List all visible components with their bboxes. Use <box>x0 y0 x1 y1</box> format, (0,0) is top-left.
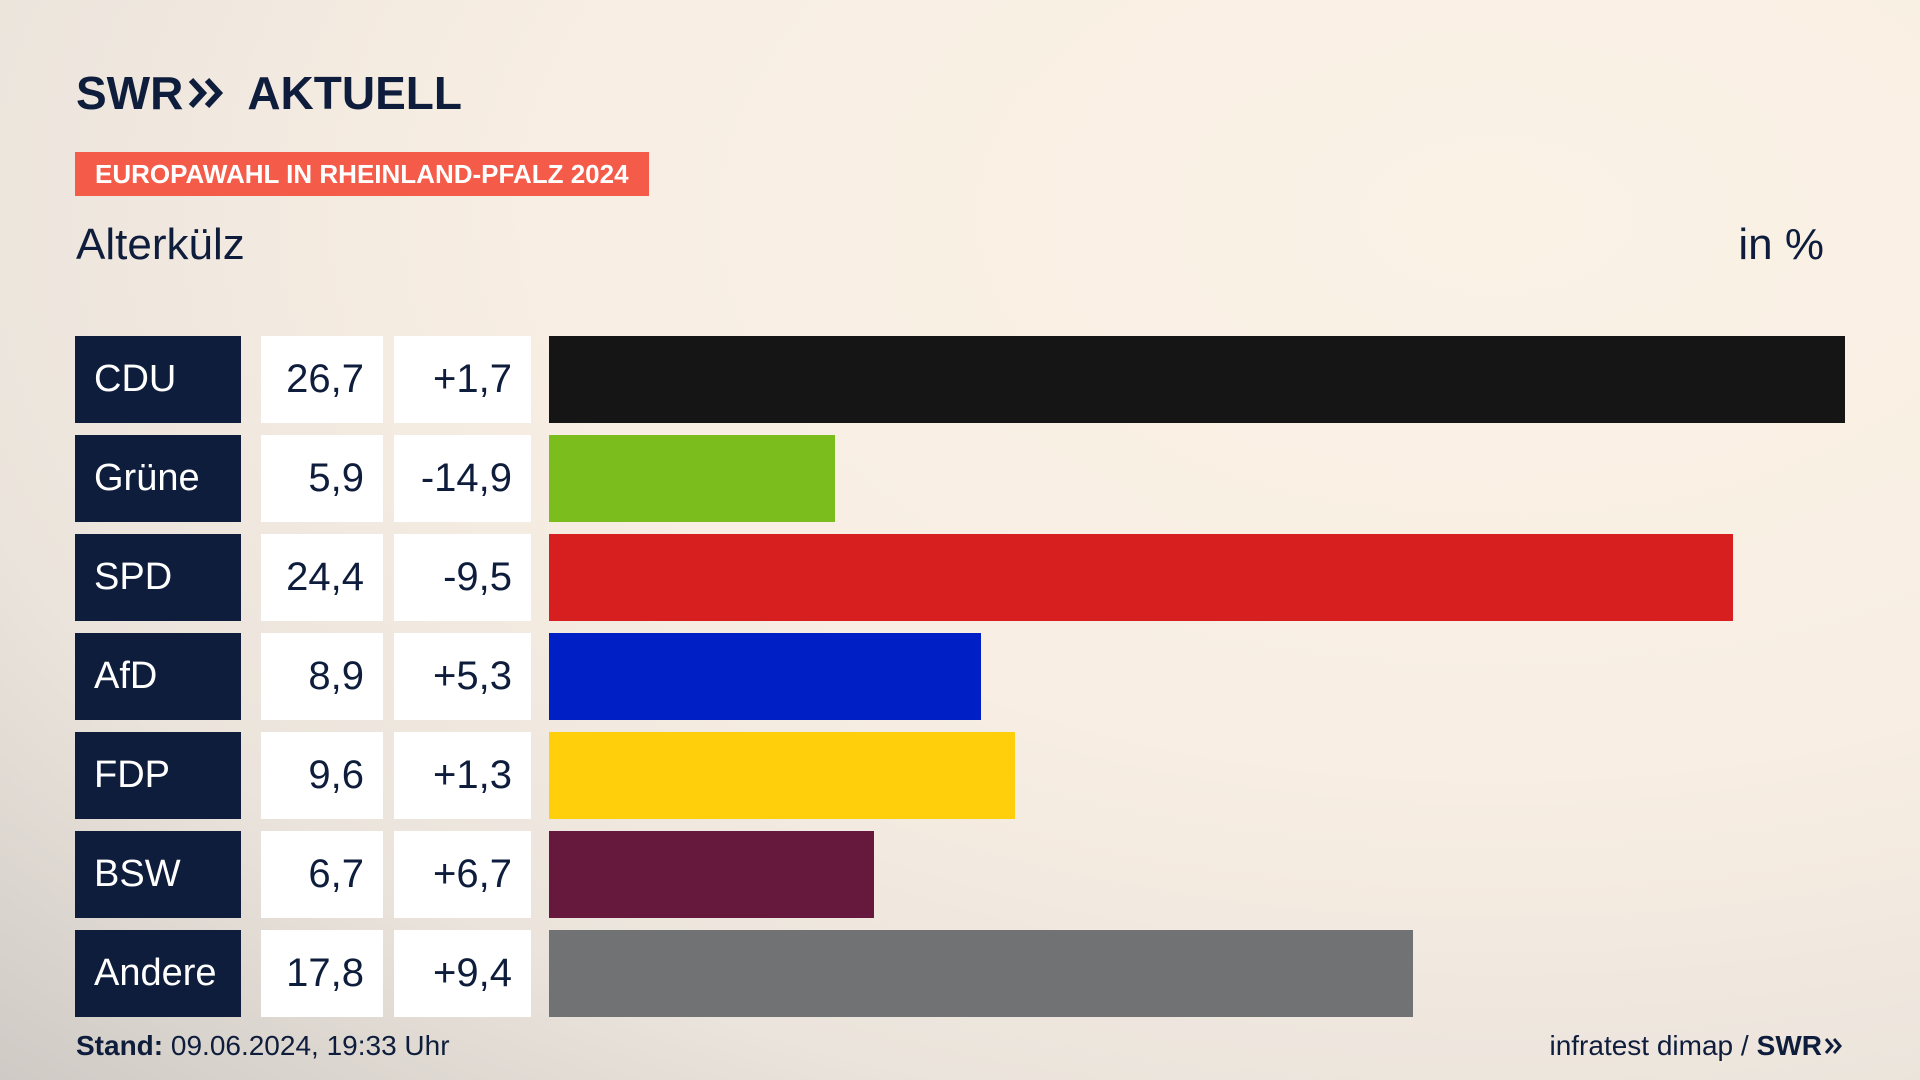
result-row: SPD 24,4 -9,5 <box>75 534 1845 621</box>
timestamp-label: Stand: <box>76 1030 164 1061</box>
timestamp-value: 09.06.2024, 19:33 Uhr <box>170 1030 450 1061</box>
vote-share-value: 26,7 <box>261 336 383 423</box>
result-bar <box>549 831 874 918</box>
vote-share-change: +1,3 <box>394 732 531 819</box>
vote-share-change: +1,7 <box>394 336 531 423</box>
logo-aktuell-text: AKTUELL <box>247 67 462 119</box>
double-chevron-icon <box>189 77 224 109</box>
timestamp: Stand: 09.06.2024, 19:33 Uhr <box>76 1030 450 1062</box>
footer-brand-text: SWR <box>1756 1030 1822 1061</box>
result-row: Andere 17,8 +9,4 <box>75 930 1845 1017</box>
vote-share-change: -9,5 <box>394 534 531 621</box>
result-row: BSW 6,7 +6,7 <box>75 831 1845 918</box>
party-label: BSW <box>75 831 241 918</box>
result-row: AfD 8,9 +5,3 <box>75 633 1845 720</box>
source-credit: infratest dimap / SWR <box>1549 1030 1844 1062</box>
result-bar <box>549 336 1845 423</box>
result-bar <box>549 732 1015 819</box>
vote-share-change: +5,3 <box>394 633 531 720</box>
result-row: Grüne 5,9 -14,9 <box>75 435 1845 522</box>
vote-share-value: 24,4 <box>261 534 383 621</box>
party-label: Andere <box>75 930 241 1017</box>
vote-share-change: -14,9 <box>394 435 531 522</box>
double-chevron-icon <box>1824 1038 1842 1054</box>
vote-share-value: 6,7 <box>261 831 383 918</box>
result-bar <box>549 930 1413 1017</box>
party-label: FDP <box>75 732 241 819</box>
result-bar <box>549 534 1733 621</box>
source-text: infratest dimap / <box>1549 1030 1749 1061</box>
party-label: AfD <box>75 633 241 720</box>
logo-swr-text: SWR <box>76 67 184 119</box>
party-label: CDU <box>75 336 241 423</box>
vote-share-value: 5,9 <box>261 435 383 522</box>
swr-aktuell-logo: SWR AKTUELL <box>76 67 462 119</box>
result-row: FDP 9,6 +1,3 <box>75 732 1845 819</box>
unit-label: in % <box>1738 220 1824 269</box>
result-bar <box>549 435 835 522</box>
vote-share-change: +9,4 <box>394 930 531 1017</box>
result-bar <box>549 633 981 720</box>
vote-share-value: 9,6 <box>261 732 383 819</box>
party-label: SPD <box>75 534 241 621</box>
party-label: Grüne <box>75 435 241 522</box>
vote-share-change: +6,7 <box>394 831 531 918</box>
vote-share-value: 8,9 <box>261 633 383 720</box>
election-badge: EUROPAWAHL IN RHEINLAND-PFALZ 2024 <box>75 152 649 196</box>
footer-brand: SWR <box>1757 1030 1844 1062</box>
chart-subtitle: Alterkülz <box>76 220 245 269</box>
result-row: CDU 26,7 +1,7 <box>75 336 1845 423</box>
vote-share-value: 17,8 <box>261 930 383 1017</box>
